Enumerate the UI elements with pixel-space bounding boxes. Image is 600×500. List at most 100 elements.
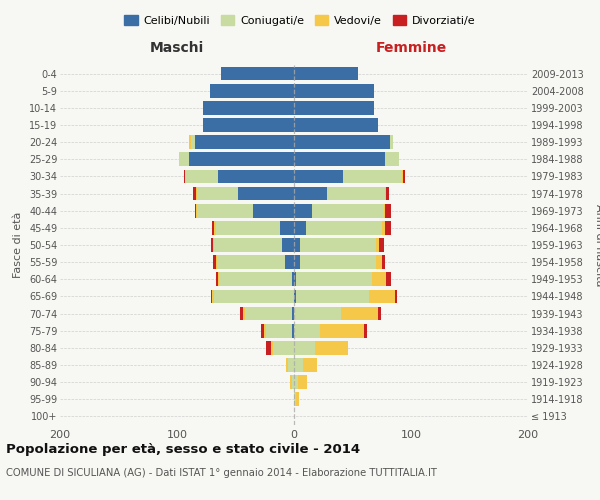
Text: Maschi: Maschi	[150, 40, 204, 54]
Bar	[343, 170, 401, 183]
Bar	[294, 256, 300, 269]
Bar	[218, 170, 294, 183]
Bar	[196, 204, 197, 218]
Bar	[185, 170, 218, 183]
Y-axis label: Anni di nascita: Anni di nascita	[595, 204, 600, 286]
Bar	[369, 290, 395, 304]
Bar	[212, 290, 214, 304]
Bar	[385, 152, 400, 166]
Bar	[294, 204, 311, 218]
Bar	[217, 256, 284, 269]
Bar	[341, 306, 378, 320]
Bar	[379, 238, 384, 252]
Bar	[238, 186, 294, 200]
Bar	[296, 290, 369, 304]
Bar	[203, 101, 294, 114]
Bar	[221, 66, 294, 80]
Bar	[214, 221, 215, 234]
Bar	[271, 341, 273, 354]
Bar	[382, 221, 385, 234]
Bar	[385, 204, 391, 218]
Bar	[283, 238, 294, 252]
Bar	[294, 186, 327, 200]
Bar	[294, 152, 385, 166]
Bar	[294, 341, 315, 354]
Bar	[376, 256, 382, 269]
Bar	[290, 376, 292, 389]
Bar	[294, 358, 304, 372]
Bar	[294, 238, 300, 252]
Bar	[210, 84, 294, 98]
Bar	[219, 272, 292, 286]
Bar	[261, 324, 263, 338]
Bar	[179, 152, 188, 166]
Bar	[294, 170, 343, 183]
Bar	[386, 272, 391, 286]
Bar	[194, 204, 196, 218]
Bar	[284, 256, 294, 269]
Bar	[300, 256, 376, 269]
Bar	[263, 324, 266, 338]
Bar	[395, 290, 397, 304]
Bar	[292, 306, 294, 320]
Bar	[215, 272, 218, 286]
Bar	[294, 392, 296, 406]
Bar	[304, 358, 317, 372]
Bar	[382, 256, 385, 269]
Bar	[385, 221, 391, 234]
Bar	[189, 136, 191, 149]
Bar	[294, 221, 306, 234]
Bar	[197, 204, 253, 218]
Bar	[373, 272, 386, 286]
Bar	[288, 358, 294, 372]
Bar	[386, 186, 389, 200]
Y-axis label: Fasce di età: Fasce di età	[13, 212, 23, 278]
Bar	[294, 376, 298, 389]
Bar	[240, 306, 242, 320]
Bar	[292, 272, 294, 286]
Bar	[294, 272, 296, 286]
Bar	[294, 136, 390, 149]
Text: COMUNE DI SICULIANA (AG) - Dati ISTAT 1° gennaio 2014 - Elaborazione TUTTITALIA.: COMUNE DI SICULIANA (AG) - Dati ISTAT 1°…	[6, 468, 437, 477]
Bar	[214, 238, 283, 252]
Bar	[215, 256, 217, 269]
Bar	[296, 272, 373, 286]
Bar	[294, 101, 374, 114]
Bar	[196, 186, 197, 200]
Bar	[403, 170, 405, 183]
Bar	[378, 306, 380, 320]
Bar	[315, 341, 348, 354]
Text: Popolazione per età, sesso e stato civile - 2014: Popolazione per età, sesso e stato civil…	[6, 442, 360, 456]
Bar	[253, 204, 294, 218]
Bar	[273, 341, 294, 354]
Bar	[364, 324, 367, 338]
Bar	[294, 306, 341, 320]
Bar	[294, 290, 296, 304]
Bar	[188, 152, 294, 166]
Bar	[384, 204, 385, 218]
Bar	[193, 186, 196, 200]
Bar	[292, 324, 294, 338]
Bar	[327, 186, 385, 200]
Bar	[213, 256, 215, 269]
Bar	[266, 341, 271, 354]
Bar	[311, 204, 384, 218]
Bar	[286, 358, 288, 372]
Bar	[211, 238, 213, 252]
Bar	[292, 376, 294, 389]
Bar	[376, 238, 379, 252]
Legend: Celibi/Nubili, Coniugati/e, Vedovi/e, Divorziati/e: Celibi/Nubili, Coniugati/e, Vedovi/e, Di…	[120, 10, 480, 30]
Bar	[191, 136, 194, 149]
Bar	[197, 186, 238, 200]
Bar	[203, 118, 294, 132]
Bar	[184, 170, 185, 183]
Bar	[280, 221, 294, 234]
Bar	[300, 238, 376, 252]
Bar	[215, 221, 280, 234]
Bar	[294, 118, 378, 132]
Bar	[294, 324, 320, 338]
Bar	[211, 290, 212, 304]
Bar	[194, 136, 294, 149]
Bar	[214, 290, 294, 304]
Bar	[401, 170, 403, 183]
